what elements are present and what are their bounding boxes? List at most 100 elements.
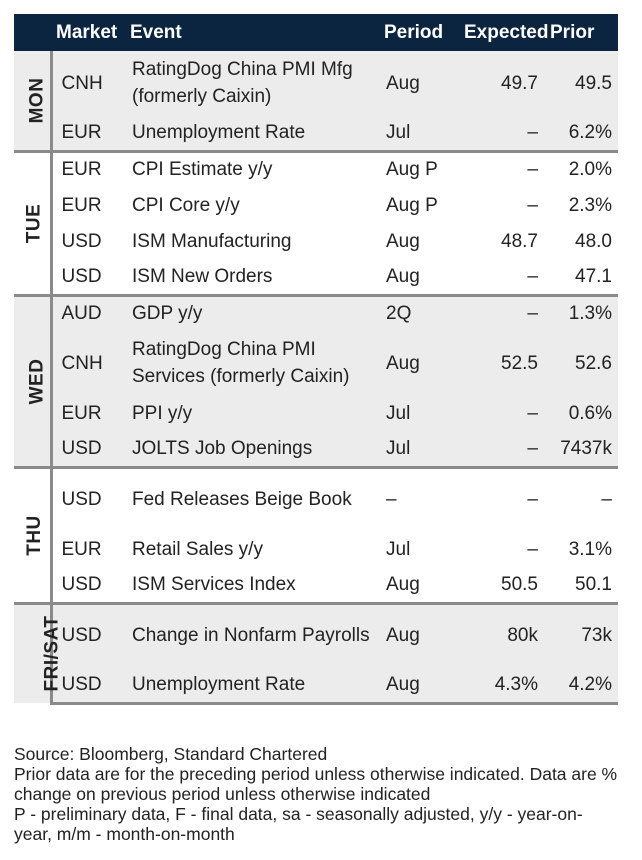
prior-cell: 2.3% [544, 187, 618, 223]
prior-cell: 52.6 [544, 331, 618, 395]
market-cell: CNH [51, 51, 130, 115]
market-cell: EUR [51, 115, 130, 151]
event-cell: Unemployment Rate [130, 115, 384, 151]
prior-cell: 3.1% [544, 531, 618, 567]
event-cell: Change in Nonfarm Payrolls [130, 601, 384, 667]
expected-cell: – [464, 149, 544, 187]
table-row: TUE EUR CPI Estimate y/y Aug P –2.0% [14, 149, 618, 295]
table-row: USD JOLTS Job Openings Jul –7437k [14, 431, 618, 467]
period-cell: Jul [384, 531, 464, 567]
prior-cell: 47.1 [544, 259, 618, 295]
period-cell: Aug P [384, 149, 464, 187]
period-cell: Aug [384, 567, 464, 603]
table-row: WED AUD GDP y/y 2Q –1.3% [14, 293, 618, 467]
market-cell: CNH [51, 331, 130, 395]
day-label-cell: FRI/SAT [14, 601, 62, 703]
economic-calendar-table: Market Event Period Expected Prior MON CN… [14, 14, 618, 705]
day-label: THU [23, 514, 45, 556]
period-cell: – [384, 465, 464, 531]
event-cell: ISM New Orders [130, 259, 384, 295]
table-row: EUR PPI y/y Jul –0.6% [14, 395, 618, 431]
expected-cell: – [464, 395, 544, 431]
market-cell: USD [51, 601, 130, 667]
abbreviation-note: P - preliminary data, F - final data, sa… [14, 804, 583, 844]
event-cell: RatingDog China PMI Services (formerly C… [130, 331, 384, 395]
table-row: THU USD Fed Releases Beige Book – – – [14, 465, 618, 603]
day-label: TUE [23, 203, 45, 243]
prior-cell: 73k [544, 601, 618, 667]
event-cell: PPI y/y [130, 395, 384, 431]
table-row: EUR CPI Core y/y Aug P –2.3% [14, 187, 618, 223]
period-cell: Aug [384, 51, 464, 115]
expected-cell: 52.5 [464, 331, 544, 395]
table-row: USD ISM Manufacturing Aug 48.7 48.0 [14, 223, 618, 259]
prior-cell: 0.6% [544, 395, 618, 431]
day-label-cell: TUE [14, 149, 53, 295]
footnotes: Source: Bloomberg, Standard Chartered Pr… [14, 744, 620, 844]
event-cell: JOLTS Job Openings [130, 431, 384, 467]
day-label: MON [26, 77, 48, 124]
expected-cell: 48.7 [464, 223, 544, 259]
market-cell: EUR [51, 395, 130, 431]
period-cell: Aug [384, 331, 464, 395]
header-event: Event [130, 14, 384, 51]
expected-cell: – [464, 465, 544, 531]
table-row: CNH RatingDog China PMI Services (formerl… [14, 331, 618, 395]
period-cell: Aug [384, 223, 464, 259]
expected-cell: 80k [464, 601, 544, 667]
table-row: MON CNH RatingDog China PMI Mfg (formerly … [14, 51, 618, 151]
market-cell: USD [51, 223, 130, 259]
day-label: FRI/SAT [41, 615, 63, 692]
day-label-cell: MON [14, 51, 53, 151]
event-cell: CPI Core y/y [130, 187, 384, 223]
event-cell: RatingDog China PMI Mfg (formerly Caixin… [130, 51, 384, 115]
calendar-table-container: Market Event Period Expected Prior MON CN… [14, 14, 618, 705]
market-cell: AUD [51, 293, 130, 331]
market-cell: USD [51, 567, 130, 603]
prior-cell: 2.0% [544, 149, 618, 187]
period-cell: Aug P [384, 187, 464, 223]
table-row: EUR Unemployment Rate Jul –6.2% [14, 115, 618, 151]
event-cell: GDP y/y [130, 293, 384, 331]
prior-cell: – [544, 465, 618, 531]
expected-cell: 49.7 [464, 51, 544, 115]
event-cell: ISM Services Index [130, 567, 384, 603]
market-cell: EUR [51, 149, 130, 187]
period-cell: Aug [384, 601, 464, 667]
event-cell: Fed Releases Beige Book [130, 465, 384, 531]
market-cell: EUR [51, 187, 130, 223]
event-cell: Unemployment Rate [130, 667, 384, 705]
expected-cell: 50.5 [464, 567, 544, 603]
data-note: Prior data are for the preceding period … [14, 764, 618, 804]
day-label-cell: WED [14, 293, 53, 467]
prior-cell: 7437k [544, 431, 618, 467]
event-cell: ISM Manufacturing [130, 223, 384, 259]
expected-cell: – [464, 531, 544, 567]
period-cell: Aug [384, 259, 464, 295]
header-market: Market [51, 14, 130, 51]
table-row: FRI/SAT USD Change in Nonfarm Payrolls Aug 8… [14, 601, 618, 703]
market-cell: USD [51, 667, 130, 705]
event-cell: Retail Sales y/y [130, 531, 384, 567]
period-cell: Jul [384, 431, 464, 467]
table-row: USD Unemployment Rate Aug 4.3% 4.2% [14, 667, 618, 705]
market-cell: USD [51, 259, 130, 295]
prior-cell: 48.0 [544, 223, 618, 259]
expected-cell: – [464, 187, 544, 223]
expected-cell: – [464, 293, 544, 331]
header-prior: Prior [544, 14, 618, 51]
calendar-body: MON CNH RatingDog China PMI Mfg (formerly … [14, 51, 618, 705]
expected-cell: – [464, 431, 544, 467]
period-cell: Jul [384, 115, 464, 151]
market-cell: USD [51, 431, 130, 467]
prior-cell: 49.5 [544, 51, 618, 115]
prior-cell: 50.1 [544, 567, 618, 603]
table-row: USD ISM Services Index Aug 50.5 50.1 [14, 567, 618, 603]
period-cell: 2Q [384, 293, 464, 331]
day-label-cell: THU [14, 465, 53, 603]
expected-cell: – [464, 259, 544, 295]
table-row: USD ISM New Orders Aug –47.1 [14, 259, 618, 295]
prior-cell: 1.3% [544, 293, 618, 331]
expected-cell: – [464, 115, 544, 151]
event-cell: CPI Estimate y/y [130, 149, 384, 187]
